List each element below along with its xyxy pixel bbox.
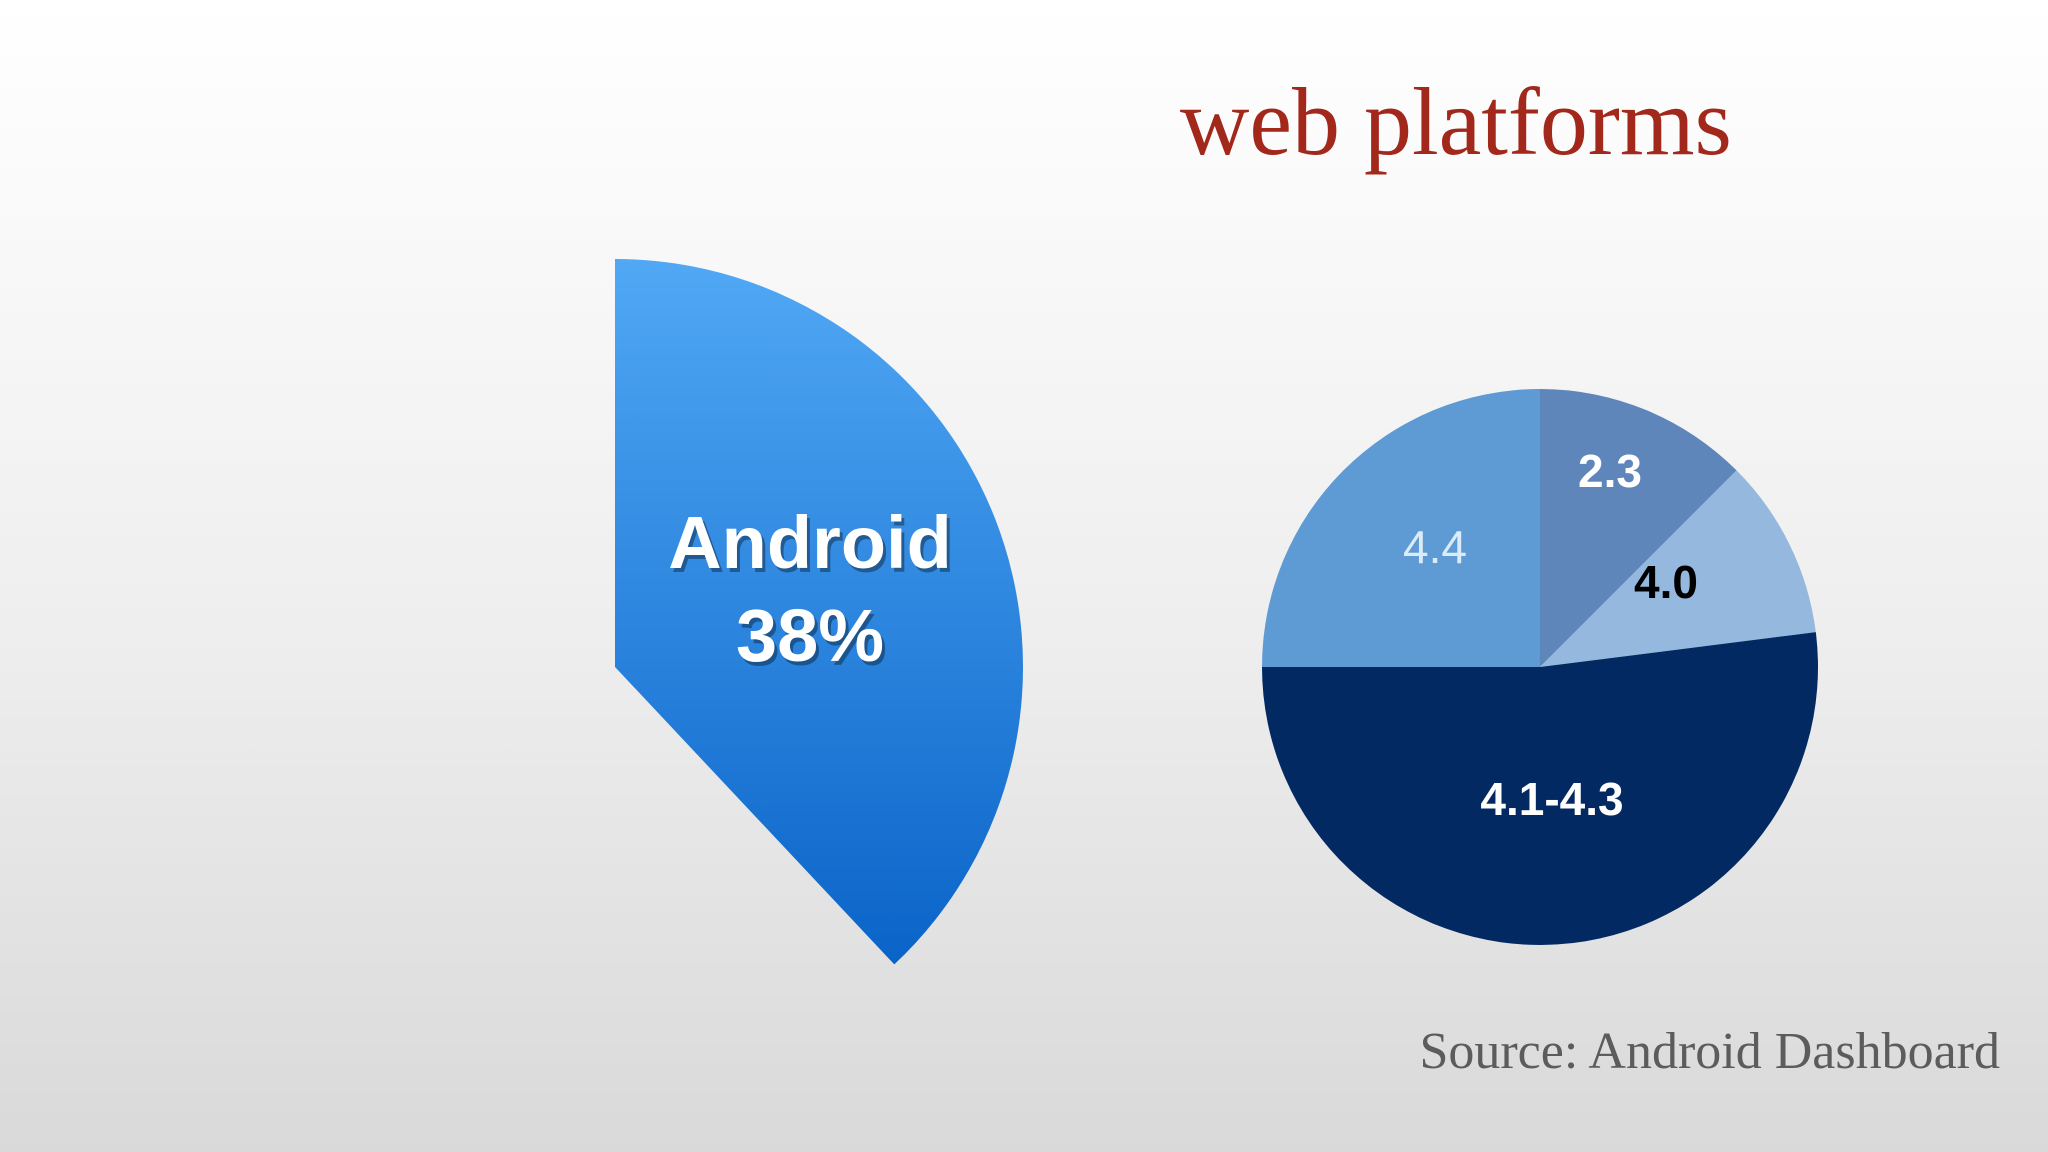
slice-label-shadow: 38% <box>739 598 887 681</box>
slice-label-2.3: 2.3 <box>1578 445 1642 497</box>
slice-label-4.4: 4.4 <box>1403 521 1467 573</box>
slice-label-4.0: 4.0 <box>1634 556 1698 608</box>
slice-label-android: Android <box>668 501 952 584</box>
pie-slice-2.3 <box>1540 389 1737 667</box>
android-version-pie: 2.3 4.0 4.1-4.3 4.4 <box>1262 389 1818 945</box>
pie-slice-4.0 <box>1540 470 1816 667</box>
slice-value-android: 38% <box>736 594 884 677</box>
pie-slice-android <box>615 259 1024 965</box>
pie-slice-4.1-4.3 <box>1262 632 1818 945</box>
source-caption: Source: Android Dashboard <box>1419 1023 2000 1080</box>
slide-title: web platforms <box>1180 68 1732 175</box>
slice-label-4.1-4.3: 4.1-4.3 <box>1480 773 1623 825</box>
pie-slice-4.4 <box>1262 389 1540 667</box>
slice-label-shadow: Android <box>671 505 955 588</box>
